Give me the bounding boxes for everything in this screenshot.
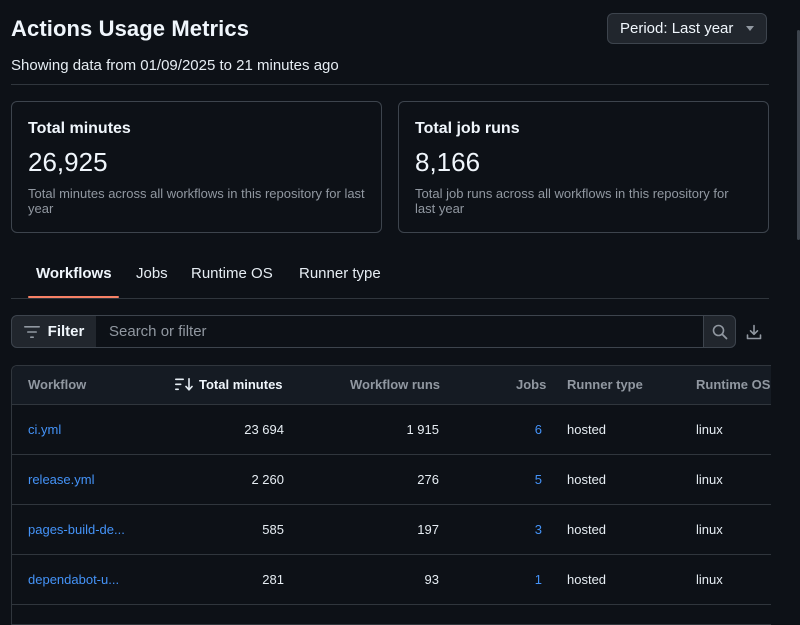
card-description: Total minutes across all workflows in th…	[28, 186, 365, 216]
search-icon	[712, 324, 727, 339]
total-job-runs-card: Total job runs 8,166 Total job runs acro…	[398, 101, 769, 233]
column-header-workflow[interactable]: Workflow	[28, 377, 87, 392]
active-tab-indicator	[28, 296, 119, 298]
caret-down-icon	[746, 26, 754, 31]
workflow-runs-cell: 1 915	[406, 422, 439, 437]
workflow-link[interactable]: dependabot-u...	[28, 572, 120, 587]
column-header-jobs[interactable]: Jobs	[516, 377, 547, 392]
tabs-divider	[11, 298, 769, 299]
workflow-link[interactable]: ci.yml	[28, 422, 62, 437]
table-row: dependabot-u... 281 93 1 hosted linux	[12, 554, 771, 605]
card-description: Total job runs across all workflows in t…	[415, 186, 729, 216]
download-button[interactable]	[744, 322, 764, 342]
tab-runtime-os[interactable]: Runtime OS	[191, 265, 273, 282]
workflow-link[interactable]: release.yml	[28, 472, 95, 487]
period-select-button[interactable]: Period: Last year	[607, 13, 767, 44]
table-row: release.yml 2 260 276 5 hosted linux	[12, 454, 771, 505]
total-minutes-card: Total minutes 26,925 Total minutes acros…	[11, 101, 382, 233]
filter-button-label: Filter	[47, 323, 85, 340]
date-range-subtitle: Showing data from 01/09/2025 to 21 minut…	[11, 57, 339, 74]
jobs-link[interactable]: 3	[534, 522, 542, 537]
column-header-workflow-runs[interactable]: Workflow runs	[350, 377, 441, 392]
runner-type-cell: hosted	[567, 422, 607, 437]
tab-jobs[interactable]: Jobs	[136, 265, 168, 282]
table-header: Workflow Total minutes Workflow runs Job…	[12, 366, 771, 405]
sorted-column-label: Total minutes	[199, 377, 283, 392]
runtime-os-cell: linux	[696, 472, 723, 487]
total-minutes-cell: 281	[262, 572, 284, 587]
search-button[interactable]	[703, 315, 736, 348]
search-input[interactable]: Search or filter	[96, 315, 704, 348]
jobs-link[interactable]: 5	[534, 472, 542, 487]
total-minutes-cell: 585	[262, 522, 284, 537]
card-value: 8,166	[415, 147, 481, 177]
tab-runner-type[interactable]: Runner type	[299, 265, 381, 282]
column-header-total-minutes[interactable]: Total minutes	[175, 377, 283, 392]
jobs-link[interactable]: 1	[534, 572, 542, 587]
total-minutes-cell: 23 694	[244, 422, 284, 437]
sort-descending-icon	[175, 378, 193, 391]
download-icon	[746, 324, 762, 340]
column-header-runtime-os[interactable]: Runtime OS	[696, 377, 771, 392]
jobs-link[interactable]: 6	[534, 422, 542, 437]
page-title: Actions Usage Metrics	[11, 16, 250, 41]
workflow-runs-cell: 93	[424, 572, 439, 587]
workflows-table: Workflow Total minutes Workflow runs Job…	[11, 365, 771, 625]
column-header-runner-type[interactable]: Runner type	[567, 377, 643, 392]
card-title: Total minutes	[28, 120, 131, 137]
workflow-link[interactable]: pages-build-de...	[28, 522, 125, 537]
header-divider	[11, 84, 769, 85]
search-placeholder: Search or filter	[109, 323, 207, 340]
workflow-runs-cell: 276	[417, 472, 439, 487]
runtime-os-cell: linux	[696, 422, 723, 437]
total-minutes-cell: 2 260	[251, 472, 284, 487]
page-scrollbar[interactable]	[797, 30, 800, 240]
period-select-label: Period: Last year	[620, 20, 734, 37]
runtime-os-cell: linux	[696, 522, 723, 537]
workflow-runs-cell: 197	[417, 522, 439, 537]
runtime-os-cell: linux	[696, 572, 723, 587]
tab-workflows[interactable]: Workflows	[36, 265, 112, 282]
filter-button[interactable]: Filter	[11, 315, 97, 348]
table-row: pages-build-de... 585 197 3 hosted linux	[12, 504, 771, 555]
runner-type-cell: hosted	[567, 472, 607, 487]
card-title: Total job runs	[415, 120, 520, 137]
card-value: 26,925	[28, 147, 108, 177]
runner-type-cell: hosted	[567, 522, 607, 537]
table-row: ci.yml 23 694 1 915 6 hosted linux	[12, 404, 771, 455]
filter-icon	[23, 325, 40, 338]
runner-type-cell: hosted	[567, 572, 607, 587]
